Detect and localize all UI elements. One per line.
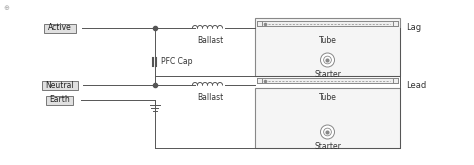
Text: Lag: Lag [406, 23, 421, 33]
Text: Ballast: Ballast [197, 93, 223, 102]
Text: Neutral: Neutral [46, 81, 74, 89]
Text: PFC Cap: PFC Cap [161, 57, 192, 66]
Bar [46, 96, 73, 104]
Bar [257, 78, 398, 83]
Text: Lead: Lead [406, 81, 426, 89]
Bar [257, 21, 398, 26]
Bar [255, 88, 400, 148]
Text: ⊕: ⊕ [3, 5, 9, 11]
Text: Tube: Tube [319, 93, 337, 102]
Text: Starter: Starter [314, 142, 341, 151]
Text: Earth: Earth [50, 96, 70, 104]
Circle shape [324, 56, 331, 64]
Text: Starter: Starter [314, 70, 341, 79]
Text: Active: Active [48, 23, 72, 33]
Bar [42, 81, 78, 89]
Text: Tube: Tube [319, 36, 337, 45]
Circle shape [324, 128, 331, 136]
Bar [45, 23, 75, 33]
Text: Ballast: Ballast [197, 36, 223, 45]
Circle shape [320, 53, 335, 67]
Bar [255, 18, 400, 76]
Circle shape [320, 125, 335, 139]
